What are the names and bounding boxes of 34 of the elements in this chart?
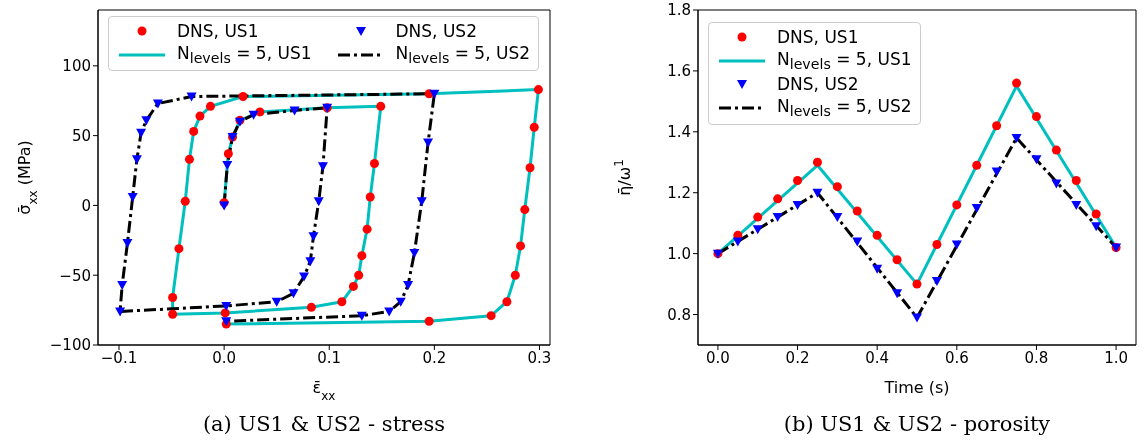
legend-label: N$_{levels}$ = 5, US1	[177, 43, 312, 67]
text: (a) US1 & US2 - stress	[201, 412, 447, 436]
x-tick-label: −0.1	[100, 348, 138, 367]
y-tick-label: 100	[62, 57, 91, 76]
x-tick-label: 0.6	[944, 348, 969, 367]
x-tick-label: 0.0	[705, 348, 730, 367]
y-tick-label: 0.8	[667, 305, 691, 324]
y-tick-label: 1.2	[667, 184, 691, 203]
x-axis-title: ε̄$_{xx}$	[312, 378, 336, 403]
legend-label: N$_{levels}$ = 5, US2	[777, 96, 912, 120]
legend-label: DNS, US1	[177, 21, 259, 41]
legend-label: DNS, US1	[777, 27, 859, 47]
x-tick-label: 0.2	[422, 348, 447, 367]
legend-label: DNS, US2	[395, 21, 477, 41]
x-axis-title: Time (s)	[883, 378, 950, 397]
y-tick-label: 1.6	[667, 62, 691, 81]
x-tick-label: 0.8	[1024, 348, 1049, 367]
legend-label: DNS, US2	[777, 74, 859, 95]
x-tick-label: 1.0	[1104, 348, 1129, 367]
text: (b) US1 & US2 - porosity	[782, 412, 1052, 436]
y-tick-label: 1.4	[667, 123, 691, 142]
y-tick-label: 1.0	[667, 244, 691, 263]
y-tick-label: −100	[49, 336, 91, 355]
y-tick-label: 1.8	[667, 1, 691, 20]
x-tick-label: 0.3	[527, 348, 552, 367]
legend-label: N$_{levels}$ = 5, US1	[777, 49, 912, 73]
legend-label: N$_{levels}$ = 5, US2	[395, 43, 530, 67]
y-tick-label: 50	[71, 126, 91, 145]
x-tick-label: 0.2	[785, 348, 810, 367]
x-tick-label: 0.4	[865, 348, 890, 367]
y-tick-label: −50	[59, 266, 91, 285]
x-tick-label: 0.1	[317, 348, 342, 367]
y-tick-label: 0	[81, 196, 91, 215]
x-tick-label: 0.0	[212, 348, 237, 367]
